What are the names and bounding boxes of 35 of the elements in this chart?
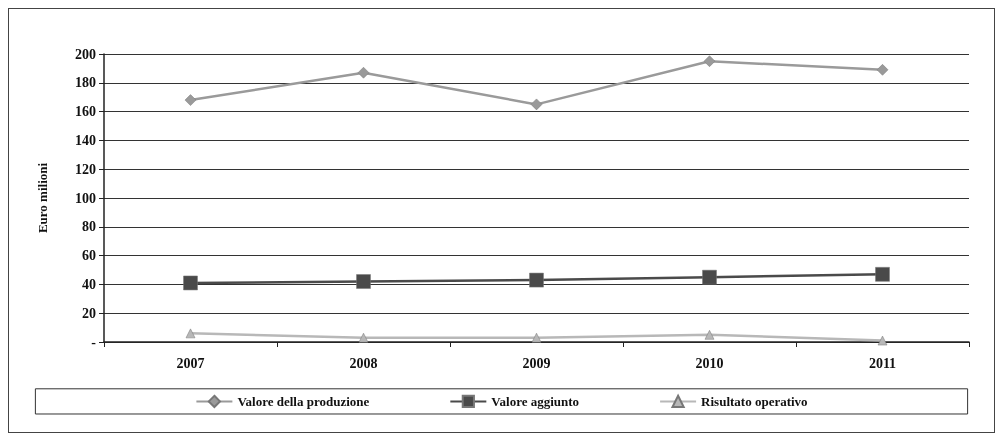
point [877, 335, 888, 346]
y-tick-label: 200 [75, 46, 96, 62]
point [530, 98, 543, 111]
point [357, 66, 370, 79]
y-tick-label: 120 [75, 161, 96, 177]
x-tick-label: 2007 [176, 355, 205, 371]
y-tick-label: 20 [82, 305, 96, 321]
legend-label: Valore della produzione [237, 393, 370, 409]
y-tick-label: 100 [75, 190, 96, 206]
point [703, 55, 716, 67]
point [183, 275, 198, 291]
point [356, 274, 371, 289]
x-tick-label: 2009 [522, 355, 551, 371]
y-tick-label: 180 [75, 75, 96, 91]
point [184, 94, 197, 106]
x-tick-label: 2008 [349, 355, 378, 371]
x-tick-label: 2011 [868, 355, 897, 371]
y-tick-label: - [91, 334, 97, 350]
x-tick-label: 2010 [695, 355, 724, 371]
y-tick-label: 80 [82, 219, 96, 235]
y-tick-label: 60 [82, 248, 96, 264]
point [702, 269, 717, 285]
legend-label: Risultato operativo [701, 393, 808, 409]
point [358, 332, 369, 343]
y-tick-label: 140 [75, 132, 96, 148]
y-axis-title: Euro milioni [35, 162, 50, 234]
legend-label: Valore aggiunto [491, 393, 580, 409]
point [529, 272, 544, 288]
y-tick-label: 40 [82, 276, 96, 292]
y-tick-label: 160 [75, 104, 96, 120]
point [876, 64, 889, 76]
point [875, 267, 890, 282]
point [531, 332, 542, 343]
point [185, 328, 196, 339]
point [704, 330, 715, 340]
